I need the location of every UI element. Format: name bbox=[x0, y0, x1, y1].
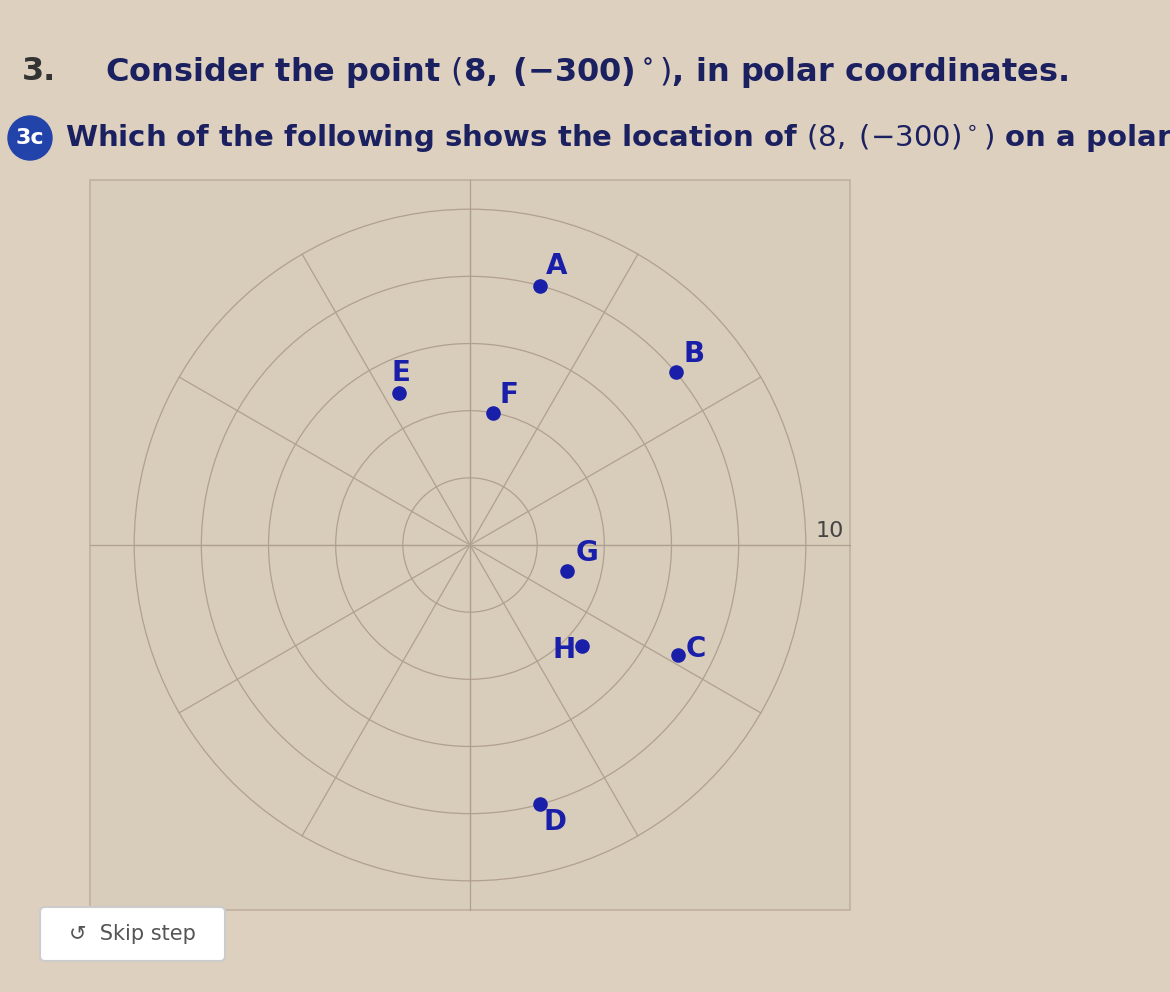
Bar bbox=[90, 180, 849, 910]
Text: 10: 10 bbox=[815, 521, 845, 541]
Point bbox=[530, 278, 549, 294]
Text: Which of the following shows the location of $\left(8,\;(-300)^\circ\right)$ on : Which of the following shows the locatio… bbox=[66, 122, 1170, 154]
Point bbox=[484, 405, 503, 421]
Text: D: D bbox=[544, 808, 566, 836]
Point bbox=[530, 797, 549, 812]
Text: C: C bbox=[686, 635, 706, 664]
Text: ↺  Skip step: ↺ Skip step bbox=[69, 924, 195, 944]
Text: A: A bbox=[545, 252, 567, 280]
Text: B: B bbox=[683, 340, 704, 368]
Circle shape bbox=[8, 116, 51, 160]
Text: Consider the point $\mathbf{\left(8,\;(-300)^\circ\right)}$, in polar coordinate: Consider the point $\mathbf{\left(8,\;(-… bbox=[105, 55, 1068, 89]
Point bbox=[390, 385, 408, 401]
FancyBboxPatch shape bbox=[40, 907, 225, 961]
Text: 3c: 3c bbox=[15, 128, 44, 148]
Point bbox=[668, 648, 687, 664]
Text: F: F bbox=[500, 381, 518, 409]
Text: H: H bbox=[552, 636, 576, 664]
Point bbox=[573, 638, 592, 654]
Point bbox=[558, 563, 577, 579]
Text: E: E bbox=[391, 359, 410, 387]
Text: 3.: 3. bbox=[22, 57, 56, 87]
Text: G: G bbox=[576, 539, 598, 567]
Point bbox=[667, 364, 686, 380]
